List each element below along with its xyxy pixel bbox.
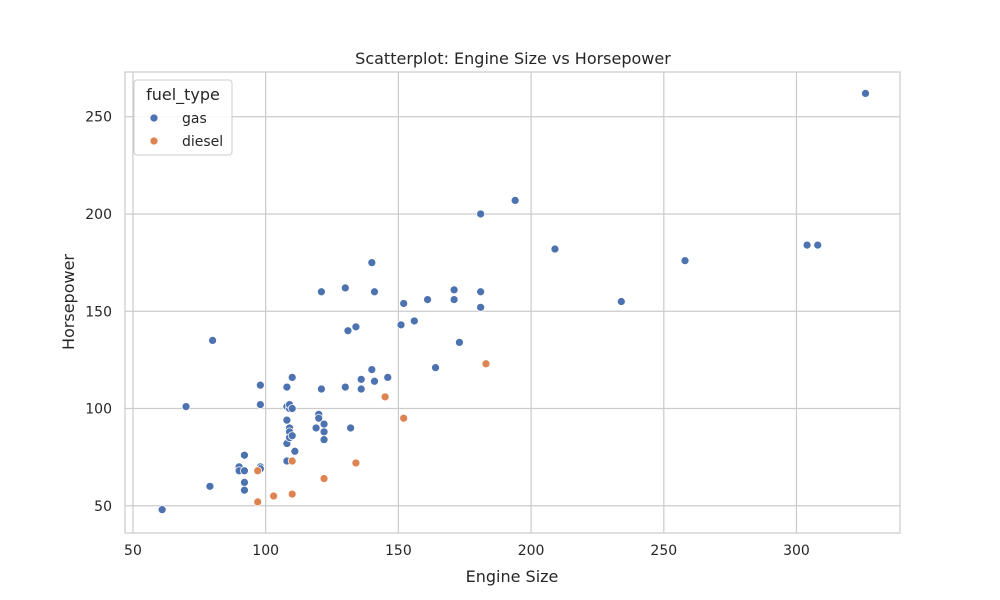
x-tick-label: 250 [650,543,677,559]
x-tick-label: 100 [252,543,279,559]
data-point-gas [255,380,265,390]
data-point-gas [319,435,329,445]
data-point-gas [802,240,812,250]
data-point-gas [181,402,191,411]
data-point-diesel [287,456,297,466]
data-point-diesel [253,466,263,476]
data-point-gas [356,374,366,384]
data-point-diesel [253,497,263,507]
data-point-gas [370,287,379,297]
y-tick-label: 200 [85,207,112,223]
data-point-gas [423,295,432,304]
y-tick-label: 50 [94,499,112,515]
data-point-gas [317,287,326,297]
data-point-gas [240,478,249,487]
data-point-gas [431,363,440,373]
data-point-diesel [319,474,329,483]
data-point-gas [396,320,406,330]
data-point-gas [240,466,249,476]
data-point-gas [340,382,350,392]
legend-title: fuel_type [146,85,220,105]
y-tick-label: 150 [85,304,112,320]
legend-marker-diesel [149,136,159,146]
data-point-gas [455,338,464,347]
data-point-gas [861,89,870,98]
data-point-gas [290,446,300,456]
legend-marker-gas [149,113,159,123]
data-point-gas [287,404,297,413]
data-point-gas [370,376,379,386]
data-point-gas [550,244,560,254]
data-point-diesel [481,359,491,369]
data-point-gas [157,505,167,515]
data-point-gas [399,299,409,308]
x-tick-label: 200 [518,543,545,559]
data-point-gas [476,302,486,312]
data-point-gas [287,431,297,441]
data-point-gas [282,382,292,392]
data-points [157,89,870,515]
data-point-gas [255,400,265,409]
data-point-gas [449,285,459,295]
data-point-gas [311,423,321,433]
data-point-diesel [287,489,297,499]
data-point-diesel [351,458,361,468]
data-point-gas [383,373,393,382]
x-tick-label: 50 [124,543,142,559]
data-point-gas [356,384,366,394]
legend-box [133,79,233,156]
data-point-gas [282,415,292,425]
data-point-gas [240,485,249,495]
data-point-gas [240,450,249,460]
data-point-diesel [380,392,390,402]
data-point-gas [367,365,377,374]
data-point-gas [343,326,353,336]
data-point-diesel [399,413,409,423]
legend-label-diesel: diesel [182,134,223,150]
data-point-gas [208,336,217,345]
data-point-gas [205,481,215,491]
legend: fuel_type gas diesel [133,79,233,156]
x-axis-label: Engine Size [466,567,559,586]
y-tick-label: 250 [85,110,112,126]
data-point-gas [449,295,459,304]
data-point-gas [680,256,690,266]
data-point-gas [319,419,329,429]
data-point-gas [351,322,361,332]
data-point-diesel [269,491,279,501]
legend-label-gas: gas [182,111,207,127]
x-tick-label: 150 [385,543,412,559]
y-axis-label: Horsepower [59,254,78,350]
data-point-gas [476,209,486,219]
data-point-gas [476,287,486,297]
data-point-gas [319,427,329,437]
grid [125,72,900,533]
plot-frame [124,71,901,534]
data-point-gas [340,283,350,293]
data-point-gas [616,297,626,306]
chart-title: Scatterplot: Engine Size vs Horsepower [355,49,671,68]
y-tick-label: 100 [85,402,112,418]
data-point-gas [367,258,377,267]
data-point-gas [346,423,355,433]
data-point-gas [813,240,823,250]
axis-ticks: 50 100 150 200 250 300 50 100 150 200 250 [85,110,810,559]
data-point-gas [317,384,326,394]
data-point-gas [510,196,520,205]
data-point-gas [409,316,419,326]
data-point-gas [314,413,324,423]
x-tick-label: 300 [783,543,810,559]
data-point-gas [287,373,297,382]
